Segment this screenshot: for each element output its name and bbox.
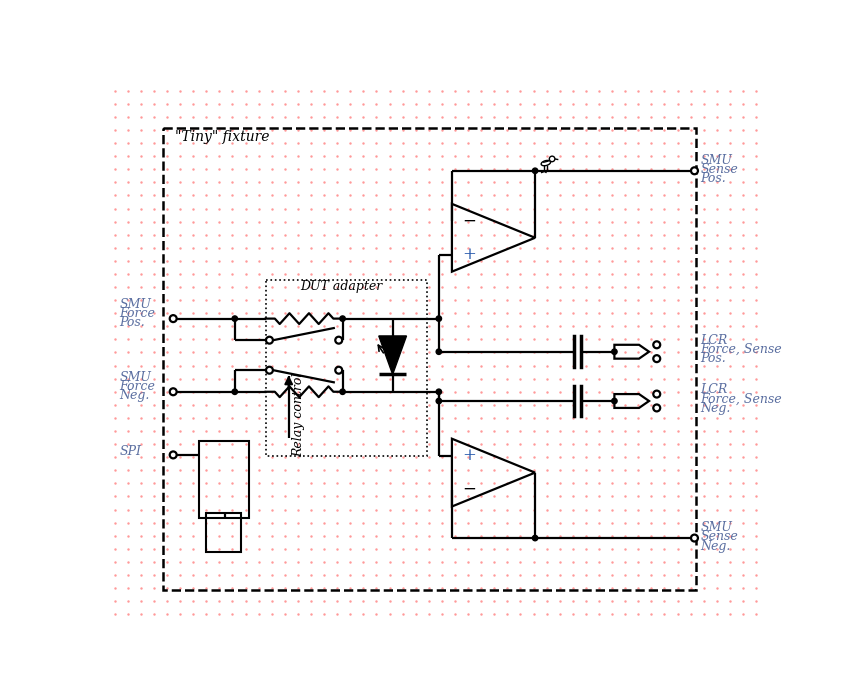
Text: LCR: LCR — [700, 334, 727, 347]
Polygon shape — [378, 336, 406, 374]
Circle shape — [611, 399, 616, 403]
Text: −: − — [462, 481, 475, 498]
Circle shape — [436, 316, 441, 321]
Text: Pos.: Pos. — [119, 316, 145, 329]
Text: "Tiny" fixture: "Tiny" fixture — [176, 130, 270, 144]
Circle shape — [339, 316, 345, 321]
Circle shape — [690, 168, 697, 174]
Circle shape — [232, 316, 237, 321]
Circle shape — [170, 388, 176, 395]
Text: LCR: LCR — [700, 383, 727, 396]
Text: Force, Sense: Force, Sense — [700, 392, 782, 406]
Circle shape — [170, 452, 176, 459]
Circle shape — [436, 349, 441, 355]
Text: Force: Force — [119, 380, 155, 393]
Circle shape — [690, 535, 697, 542]
Circle shape — [339, 389, 345, 394]
Text: Force: Force — [119, 307, 155, 320]
Circle shape — [549, 156, 555, 162]
Circle shape — [170, 315, 176, 322]
Circle shape — [436, 399, 441, 403]
Text: Sense: Sense — [700, 530, 738, 543]
Circle shape — [266, 366, 273, 373]
Text: −: − — [462, 212, 475, 230]
Circle shape — [335, 366, 342, 373]
Circle shape — [335, 336, 342, 343]
Text: SMU: SMU — [119, 298, 151, 311]
Text: Sense: Sense — [700, 163, 738, 176]
Text: Pos.: Pos. — [700, 172, 726, 186]
Text: SMU: SMU — [700, 521, 732, 534]
Text: Neg.: Neg. — [700, 540, 730, 553]
Text: +: + — [462, 246, 475, 263]
Circle shape — [611, 349, 616, 355]
Circle shape — [652, 355, 659, 362]
Circle shape — [266, 336, 273, 343]
Text: SMU: SMU — [119, 371, 151, 384]
Text: DUT adapter: DUT adapter — [300, 280, 382, 293]
Text: Neg.: Neg. — [119, 389, 149, 403]
Text: Force, Sense: Force, Sense — [700, 343, 782, 356]
Circle shape — [532, 168, 537, 174]
Text: +: + — [462, 447, 475, 464]
Circle shape — [652, 391, 659, 398]
Circle shape — [436, 389, 441, 394]
Text: SPI: SPI — [119, 445, 141, 458]
Circle shape — [532, 535, 537, 541]
Circle shape — [232, 389, 237, 394]
Text: Relay control: Relay control — [292, 373, 306, 457]
Circle shape — [652, 404, 659, 411]
Text: Neg.: Neg. — [700, 402, 730, 415]
Text: Pos.: Pos. — [700, 352, 726, 366]
Text: SMU: SMU — [700, 154, 732, 167]
Circle shape — [652, 341, 659, 348]
